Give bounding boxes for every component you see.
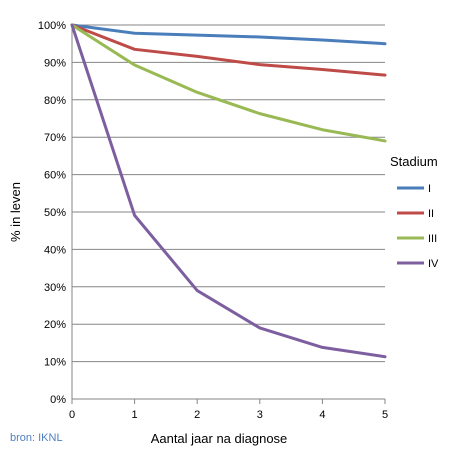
legend-label-i: I: [428, 183, 431, 195]
y-tick-label: 50%: [44, 207, 66, 219]
series-line-iii: [70, 23, 387, 143]
x-tick-labels: 0 1 2 3 4 5: [69, 409, 388, 421]
x-tick-label: 4: [319, 409, 325, 421]
series-line-iv: [70, 23, 387, 359]
x-tick-label: 2: [194, 409, 200, 421]
x-axis-title: Aantal jaar na diagnose: [151, 431, 288, 446]
y-tick-label: 100%: [38, 20, 66, 32]
source-note: bron: IKNL: [10, 432, 63, 444]
y-tick-label: 90%: [44, 57, 66, 69]
y-tick-label: 0%: [50, 394, 66, 406]
y-tick-label: 80%: [44, 95, 66, 107]
y-tick-label: 30%: [44, 282, 66, 294]
x-tick-label: 1: [132, 409, 138, 421]
series-line-ii: [70, 23, 387, 77]
y-tick-label: 70%: [44, 132, 66, 144]
y-tick-label: 60%: [44, 170, 66, 182]
x-tick-label: 5: [382, 409, 388, 421]
x-tick-label: 0: [69, 409, 75, 421]
y-tick-label: 10%: [44, 357, 66, 369]
y-tick-label: 40%: [44, 244, 66, 256]
legend-title: Stadium: [390, 154, 438, 169]
y-tick-label: 20%: [44, 319, 66, 331]
series-lines: [70, 23, 387, 359]
y-tick-labels: 0% 10% 20% 30% 40% 50% 60% 70% 80% 90% 100%: [38, 20, 66, 406]
gridlines: [72, 24, 385, 363]
x-tick-label: 3: [257, 409, 263, 421]
y-axis-title: % in leven: [8, 182, 23, 242]
legend-label-iii: III: [428, 233, 437, 245]
series-line-i: [70, 23, 387, 46]
legend-label-ii: II: [428, 208, 434, 220]
axes: [71, 25, 386, 404]
legend-label-iv: IV: [428, 258, 439, 270]
